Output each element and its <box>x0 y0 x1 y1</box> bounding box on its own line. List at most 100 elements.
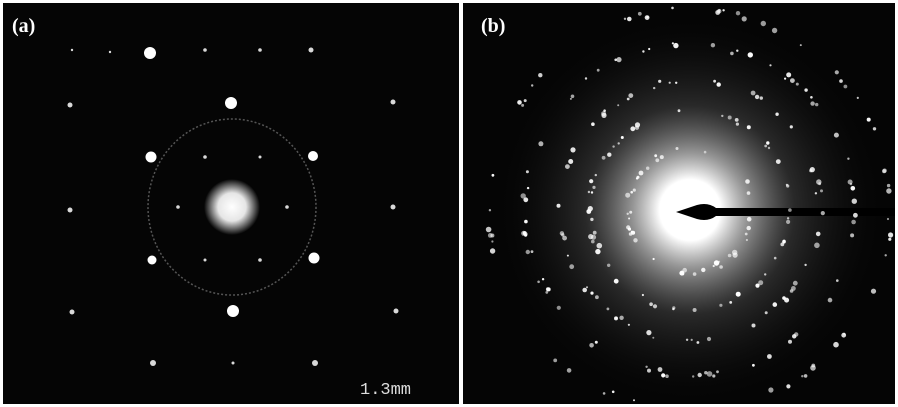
diffraction-spot <box>691 339 693 341</box>
diffraction-spot <box>810 96 813 99</box>
diffraction-spot <box>646 16 648 18</box>
diffraction-spot <box>526 250 530 254</box>
diffraction-spot <box>521 104 524 107</box>
diffraction-spot <box>761 21 766 26</box>
diffraction-spot <box>783 240 786 243</box>
diffraction-spot <box>258 48 262 52</box>
diffraction-spot <box>713 265 715 267</box>
diffraction-spot <box>571 95 575 99</box>
diffraction-spot <box>582 288 587 293</box>
diffraction-spot <box>607 308 610 311</box>
diffraction-spot <box>68 103 73 108</box>
diffraction-spot <box>736 292 741 297</box>
diffraction-spot <box>569 264 574 269</box>
diffraction-spot <box>642 294 644 296</box>
diffraction-spot <box>713 80 716 83</box>
diffraction-spot <box>619 316 623 320</box>
diffraction-spot <box>627 17 632 22</box>
diffraction-spot <box>887 218 889 220</box>
diffraction-spot <box>752 364 755 367</box>
diffraction-spot <box>595 295 599 299</box>
diffraction-spot <box>711 43 715 47</box>
diffraction-spot <box>804 374 808 378</box>
diffraction-spot <box>804 264 806 266</box>
diffraction-spot <box>308 151 318 161</box>
diffraction-spot <box>591 235 596 240</box>
diffraction-spot <box>531 84 533 86</box>
diffraction-spot <box>612 145 614 147</box>
central-beam <box>204 179 260 235</box>
diffraction-spot <box>258 258 262 262</box>
diffraction-spot <box>146 152 157 163</box>
diffraction-spot <box>560 231 564 235</box>
diffraction-spot <box>649 302 653 306</box>
diffraction-spot <box>721 115 723 117</box>
diffraction-spot <box>591 191 593 193</box>
diffraction-spot <box>852 199 857 204</box>
diffraction-spot <box>628 324 630 326</box>
diffraction-spot <box>553 359 557 363</box>
diffraction-spot <box>853 213 858 218</box>
panel-label: (a) <box>12 15 35 37</box>
diffraction-spot <box>633 399 635 401</box>
scale-label: 1.3mm <box>360 381 411 400</box>
diffraction-spot <box>742 16 747 21</box>
diffraction-spot <box>595 341 598 344</box>
diffraction-spot <box>774 257 777 260</box>
diffraction-spot <box>148 256 157 265</box>
diffraction-spot <box>728 116 732 120</box>
diffraction-spot <box>537 281 540 284</box>
diffraction-spot <box>747 217 752 222</box>
diffraction-spot <box>882 169 886 173</box>
diffraction-spot <box>660 155 664 159</box>
diffraction-spot <box>630 191 633 194</box>
diffraction-spot <box>765 311 768 314</box>
diffraction-spot <box>728 254 732 258</box>
diffraction-spot <box>775 113 778 116</box>
diffraction-spot <box>701 268 705 272</box>
diffraction-spot <box>309 48 314 53</box>
diffraction-spot <box>887 184 890 187</box>
diffraction-spot <box>815 103 818 106</box>
diffraction-spot <box>203 48 207 52</box>
diffraction-spot <box>621 136 624 139</box>
diffraction-spot <box>835 70 839 74</box>
diffraction-spot <box>624 18 626 20</box>
diffraction-spot <box>633 189 636 192</box>
diffraction-spot <box>669 82 671 84</box>
diffraction-spot <box>635 126 639 130</box>
diffraction-spot <box>658 367 663 372</box>
panel-label: (b) <box>481 15 505 37</box>
diffraction-spot <box>655 158 659 162</box>
diffraction-spot <box>557 204 561 208</box>
diffraction-spot <box>565 164 570 169</box>
diffraction-spot <box>810 365 816 371</box>
diffraction-spot <box>851 186 856 191</box>
diffraction-spot <box>628 228 631 231</box>
diffraction-spot <box>312 360 318 366</box>
diffraction-spot <box>672 42 674 44</box>
diffraction-spot <box>722 9 724 11</box>
diffraction-spot <box>682 273 684 275</box>
diffraction-spot <box>545 291 548 294</box>
diffraction-spot <box>791 286 796 291</box>
diffraction-spot <box>716 370 719 373</box>
diffraction-spot <box>71 49 73 51</box>
diffraction-spot <box>492 174 495 177</box>
diffraction-spot <box>646 167 649 170</box>
diffraction-spot <box>850 233 854 237</box>
diffraction-spot <box>717 82 721 86</box>
page: (a) 1.3mm (b) (() => { const data = JSON… <box>0 0 898 407</box>
diffraction-spot <box>601 113 606 118</box>
diffraction-spot <box>745 233 748 236</box>
diffraction-spot <box>718 261 720 263</box>
diffraction-spot <box>588 191 590 193</box>
diffraction-spot <box>618 142 620 144</box>
diffraction-spot <box>628 93 633 98</box>
diffraction-spot <box>567 368 572 373</box>
diffraction-spot <box>867 118 871 122</box>
diffraction-spot <box>595 174 597 176</box>
diffraction-spot <box>394 309 399 314</box>
diffraction-spot <box>597 69 600 72</box>
diffraction-spot <box>150 360 156 366</box>
